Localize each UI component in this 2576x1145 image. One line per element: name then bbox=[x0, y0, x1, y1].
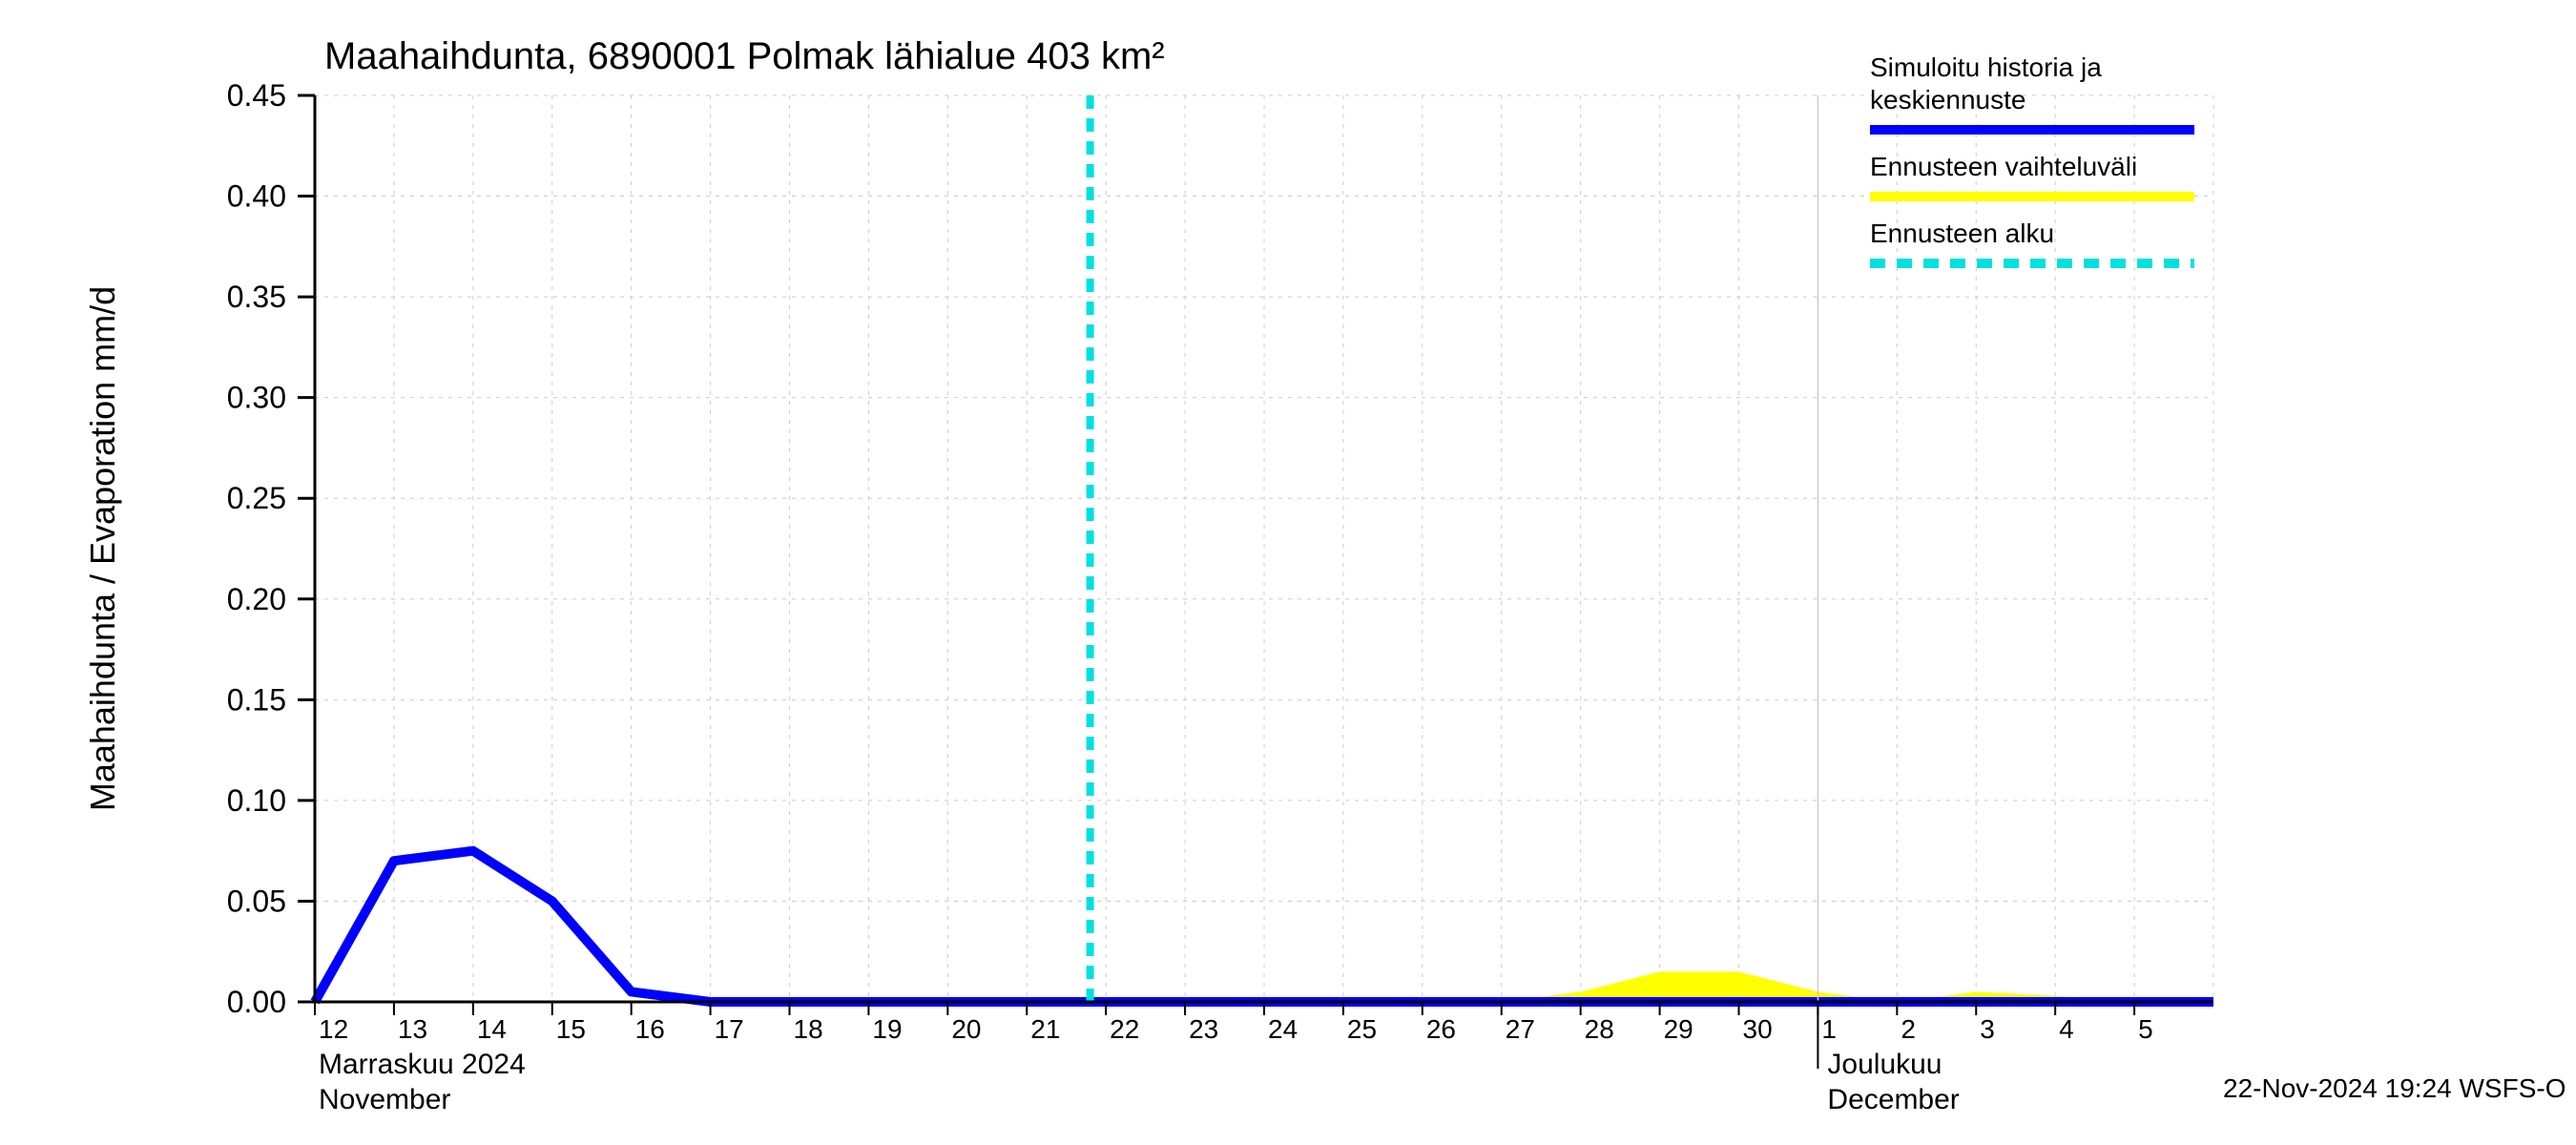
footer-timestamp: 22-Nov-2024 19:24 WSFS-O bbox=[2223, 1073, 2566, 1103]
month-label-2: Joulukuu bbox=[1827, 1049, 1942, 1080]
x-tick-label: 17 bbox=[715, 1014, 744, 1044]
x-tick-label: 24 bbox=[1268, 1014, 1298, 1044]
x-tick-label: 20 bbox=[951, 1014, 981, 1044]
evaporation-chart: 0.00 0.05 0.10 0.15 0.20 0.25 0.30 0.35 0.40 0.45… bbox=[0, 0, 2576, 1145]
x-tick-label: 15 bbox=[556, 1014, 586, 1044]
month-label-1: Marraskuu 2024 bbox=[319, 1049, 526, 1080]
x-tick-label: 23 bbox=[1189, 1014, 1218, 1044]
y-axis-label: Maahaihdunta / Evaporation mm/d bbox=[83, 286, 122, 811]
y-tick-label: 0.15 bbox=[227, 682, 286, 717]
y-tick-label: 0.35 bbox=[227, 280, 286, 314]
x-tick-label: 26 bbox=[1426, 1014, 1456, 1044]
legend-label: Simuloitu historia ja bbox=[1870, 52, 2102, 82]
month-label-1-en: November bbox=[319, 1084, 450, 1115]
x-tick-label: 18 bbox=[794, 1014, 823, 1044]
y-tick-label: 0.10 bbox=[227, 783, 286, 818]
x-tick-label: 1 bbox=[1821, 1014, 1837, 1044]
y-tick-label: 0.45 bbox=[227, 78, 286, 113]
y-tick-label: 0.20 bbox=[227, 582, 286, 616]
x-tick-label: 14 bbox=[477, 1014, 507, 1044]
chart-title: Maahaihdunta, 6890001 Polmak lähialue 40… bbox=[324, 35, 1165, 77]
y-tick-label: 0.25 bbox=[227, 481, 286, 515]
x-tick-label: 4 bbox=[2059, 1014, 2074, 1044]
x-tick-label: 21 bbox=[1030, 1014, 1060, 1044]
month-label-2-en: December bbox=[1827, 1084, 1959, 1115]
x-tick-label: 22 bbox=[1110, 1014, 1139, 1044]
y-tick-label: 0.00 bbox=[227, 985, 286, 1019]
x-tick-label: 5 bbox=[2138, 1014, 2153, 1044]
x-tick-label: 30 bbox=[1743, 1014, 1773, 1044]
x-tick-label: 16 bbox=[635, 1014, 665, 1044]
x-tick-label: 29 bbox=[1664, 1014, 1693, 1044]
x-tick-label: 28 bbox=[1585, 1014, 1614, 1044]
y-tick-label: 0.05 bbox=[227, 884, 286, 918]
x-tick-label: 25 bbox=[1347, 1014, 1377, 1044]
x-tick-label: 13 bbox=[398, 1014, 427, 1044]
y-tick-label: 0.40 bbox=[227, 179, 286, 214]
x-tick-label: 27 bbox=[1506, 1014, 1535, 1044]
x-tick-label: 12 bbox=[319, 1014, 348, 1044]
y-tick-label: 0.30 bbox=[227, 381, 286, 415]
legend-label: Ennusteen vaihteluväli bbox=[1870, 152, 2137, 181]
x-tick-label: 3 bbox=[1980, 1014, 1995, 1044]
legend-label: Ennusteen alku bbox=[1870, 219, 2054, 248]
x-tick-label: 19 bbox=[872, 1014, 902, 1044]
legend-label: keskiennuste bbox=[1870, 85, 2025, 114]
x-tick-label: 2 bbox=[1901, 1014, 1916, 1044]
